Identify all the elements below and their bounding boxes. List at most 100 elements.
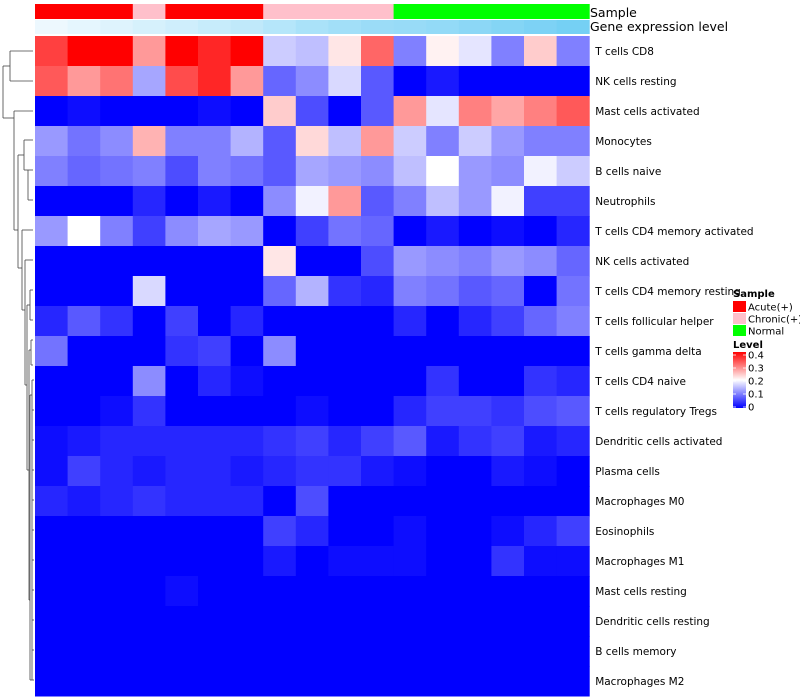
heatmap-cell [100, 546, 134, 577]
row-label: T cells CD4 memory activated [594, 226, 753, 238]
heatmap-cell [263, 246, 297, 277]
heatmap-cell [458, 96, 492, 127]
heatmap-cell [328, 486, 362, 517]
heatmap-cell [230, 636, 264, 667]
heatmap-cell [165, 156, 199, 187]
heatmap-cell [426, 126, 460, 157]
heatmap-cell [263, 186, 297, 217]
heatmap-cell [295, 246, 329, 277]
heatmap-cell [458, 66, 492, 97]
legend-item-label: Chronic(+) [748, 315, 800, 326]
heatmap-cell [132, 456, 166, 487]
heatmap-cell [165, 366, 199, 397]
heatmap-cell [458, 486, 492, 517]
heatmap-cell [491, 456, 525, 487]
heatmap-cell [67, 516, 101, 547]
heatmap-cell [165, 426, 199, 457]
heatmap-cell [100, 156, 134, 187]
annotation-label-sample: Sample [590, 5, 637, 20]
heatmap-cell [524, 156, 558, 187]
row-label: B cells naive [595, 166, 661, 178]
heatmap-cell [556, 576, 590, 607]
row-label: Macrophages M1 [595, 556, 684, 568]
heatmap-cell [556, 456, 590, 487]
heatmap-cell [165, 126, 199, 157]
heatmap-cell [328, 606, 362, 637]
heatmap-cell [328, 126, 362, 157]
heatmap-cell [132, 246, 166, 277]
heatmap-cell [491, 396, 525, 427]
heatmap-cell [524, 306, 558, 337]
heatmap-cell [556, 396, 590, 427]
heatmap-cell [393, 276, 427, 307]
heatmap-cell [524, 516, 558, 547]
heatmap-cell [458, 36, 492, 67]
row-label: T cells gamma delta [594, 346, 702, 358]
expression-annotation-cell [35, 20, 69, 34]
sample-annotation-cell [328, 4, 362, 19]
heatmap-cell [524, 66, 558, 97]
heatmap-cell [524, 366, 558, 397]
heatmap-cell [393, 96, 427, 127]
heatmap-cell [35, 126, 69, 157]
heatmap-cell [230, 456, 264, 487]
heatmap-cell [35, 426, 69, 457]
heatmap-cell [100, 216, 134, 247]
heatmap-cell [100, 456, 134, 487]
row-label: Macrophages M2 [595, 676, 684, 688]
heatmap-cell [426, 366, 460, 397]
legend-swatch [733, 325, 746, 336]
heatmap-cell [165, 96, 199, 127]
heatmap-cell [67, 66, 101, 97]
heatmap-cell [426, 546, 460, 577]
row-label: B cells memory [595, 646, 676, 658]
heatmap-cell [198, 546, 232, 577]
heatmap-cell [393, 396, 427, 427]
heatmap-cell [556, 246, 590, 277]
heatmap-cell [67, 96, 101, 127]
heatmap-cell [426, 396, 460, 427]
heatmap-cell [458, 396, 492, 427]
heatmap-cell [361, 276, 395, 307]
heatmap-cell [524, 36, 558, 67]
heatmap-cell [458, 156, 492, 187]
heatmap-cell [165, 336, 199, 367]
row-label: T cells CD4 memory resting [594, 286, 741, 298]
heatmap-cell [100, 426, 134, 457]
heatmap-cell [198, 216, 232, 247]
heatmap-cell [230, 276, 264, 307]
expression-annotation-cell [361, 20, 395, 34]
heatmap-cell [556, 126, 590, 157]
heatmap-cell [491, 66, 525, 97]
expression-annotation-cell [198, 20, 232, 34]
heatmap-cell [132, 186, 166, 217]
sample-annotation-cell [491, 4, 525, 19]
heatmap-cell [426, 66, 460, 97]
heatmap-cell [67, 486, 101, 517]
heatmap-cell [132, 366, 166, 397]
heatmap-cell [361, 546, 395, 577]
heatmap-cell [230, 36, 264, 67]
heatmap-cell [132, 516, 166, 547]
heatmap-cell [556, 276, 590, 307]
heatmap-cell [491, 246, 525, 277]
heatmap-cell [132, 96, 166, 127]
heatmap-cell [524, 246, 558, 277]
row-label: Eosinophils [595, 526, 654, 538]
heatmap-cell [491, 336, 525, 367]
heatmap-cell [458, 426, 492, 457]
row-labels: T cells CD8 NK cells resting Mast cells ac… [594, 46, 753, 688]
heatmap-cell [426, 186, 460, 217]
heatmap-cell [100, 336, 134, 367]
heatmap-cell [361, 636, 395, 667]
heatmap-cell [328, 456, 362, 487]
heatmap-cell [35, 216, 69, 247]
heatmap-cell [393, 486, 427, 517]
heatmap-cell [524, 216, 558, 247]
heatmap-cell [263, 216, 297, 247]
heatmap-cell [556, 426, 590, 457]
heatmap-cell [426, 666, 460, 697]
heatmap-cell [328, 336, 362, 367]
heatmap-cell [35, 546, 69, 577]
heatmap-cell [198, 426, 232, 457]
